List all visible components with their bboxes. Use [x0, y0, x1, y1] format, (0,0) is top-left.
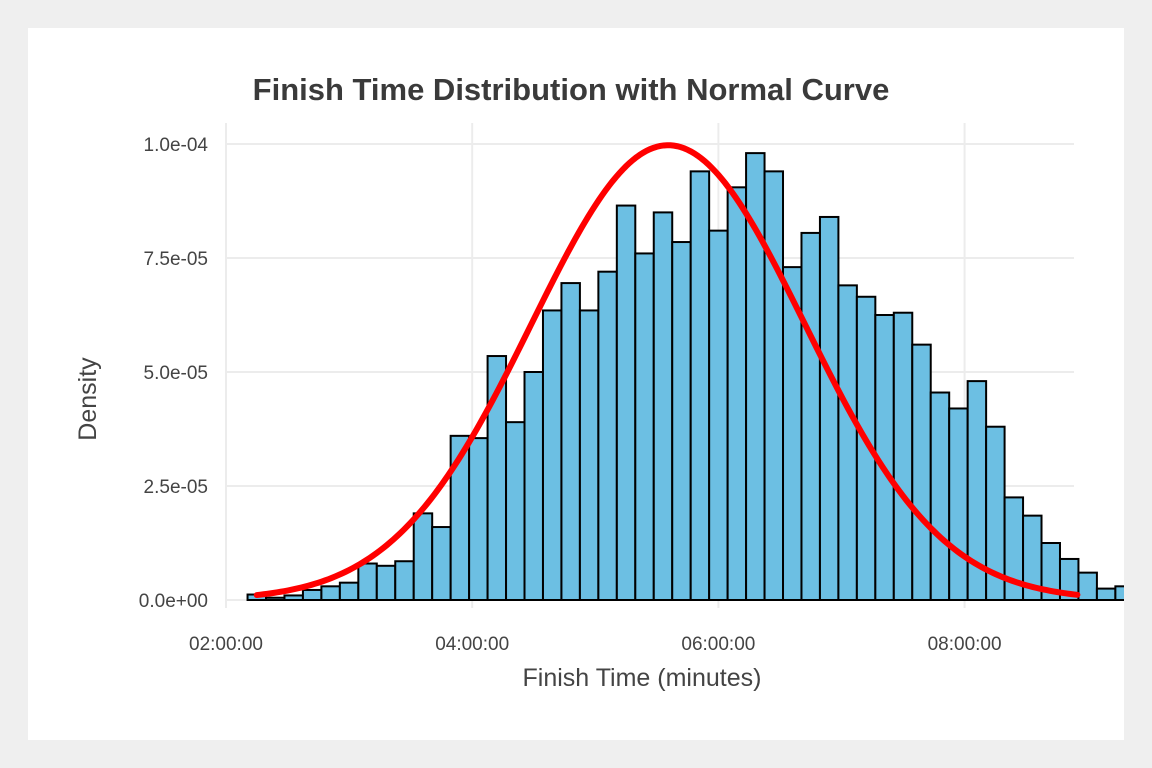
chart-title: Finish Time Distribution with Normal Cur…: [253, 72, 890, 107]
histogram-bar: [708, 229, 729, 601]
histogram-bar: [505, 421, 526, 601]
normal-curve-layer: [253, 142, 1081, 599]
histogram-bar: [615, 204, 637, 601]
histogram-bar: [726, 186, 748, 601]
y-tick-label: 7.5e-05: [144, 249, 208, 270]
chart-panel: Finish Time Distribution with Normal Cur…: [28, 28, 1124, 740]
histogram-bar: [357, 562, 378, 602]
histogram-bar: [652, 211, 674, 601]
y-tick-label: 2.5e-05: [144, 477, 208, 498]
x-tick-label: 04:00:00: [435, 634, 509, 655]
histogram-bar: [948, 407, 969, 602]
histogram-bar: [375, 564, 397, 601]
histogram-bar: [468, 437, 489, 601]
histogram-bar: [800, 231, 821, 601]
histogram-bar: [283, 594, 304, 602]
histogram-bars: [246, 152, 1124, 602]
histogram-bar: [265, 596, 286, 601]
histogram-bar: [1114, 585, 1124, 602]
histogram-bar: [818, 215, 840, 602]
x-tick-label: 06:00:00: [681, 634, 755, 655]
histogram-bar: [763, 170, 785, 602]
histogram-bar: [597, 270, 618, 601]
x-axis-title: Finish Time (minutes): [523, 664, 762, 692]
histogram-bar: [541, 309, 563, 601]
histogram-bar: [431, 526, 452, 602]
y-tick-label: 5.0e-05: [144, 363, 208, 384]
histogram-chart: Finish Time Distribution with Normal Cur…: [74, 72, 1124, 692]
x-tick-label: 08:00:00: [928, 634, 1002, 655]
y-axis-title: Density: [74, 357, 102, 441]
histogram-bar: [338, 581, 360, 601]
normal-curve: [253, 142, 1081, 599]
histogram-bar: [671, 241, 692, 601]
histogram-bar: [1095, 587, 1117, 601]
histogram-bar: [892, 311, 914, 601]
histogram-bar: [837, 284, 858, 601]
histogram-bar: [929, 391, 951, 601]
histogram-bar: [578, 309, 600, 601]
histogram-bar: [523, 371, 544, 601]
tick-labels: 0.0e+00 2.5e-05 5.0e-05 7.5e-05 1.0e-04 02:00…: [139, 135, 1002, 655]
x-tick-label: 02:00:00: [189, 634, 263, 655]
histogram-bar: [689, 170, 711, 602]
histogram-bar: [301, 588, 323, 602]
y-tick-label: 1.0e-04: [144, 135, 209, 156]
histogram-bar: [634, 252, 655, 601]
histogram-bar: [394, 560, 415, 601]
histogram-bar: [1077, 571, 1098, 602]
histogram-bar: [560, 282, 581, 602]
y-tick-label: 0.0e+00: [139, 591, 208, 612]
histogram-bar: [320, 585, 341, 602]
histogram-bar: [911, 343, 932, 602]
histogram-bar: [412, 512, 434, 601]
